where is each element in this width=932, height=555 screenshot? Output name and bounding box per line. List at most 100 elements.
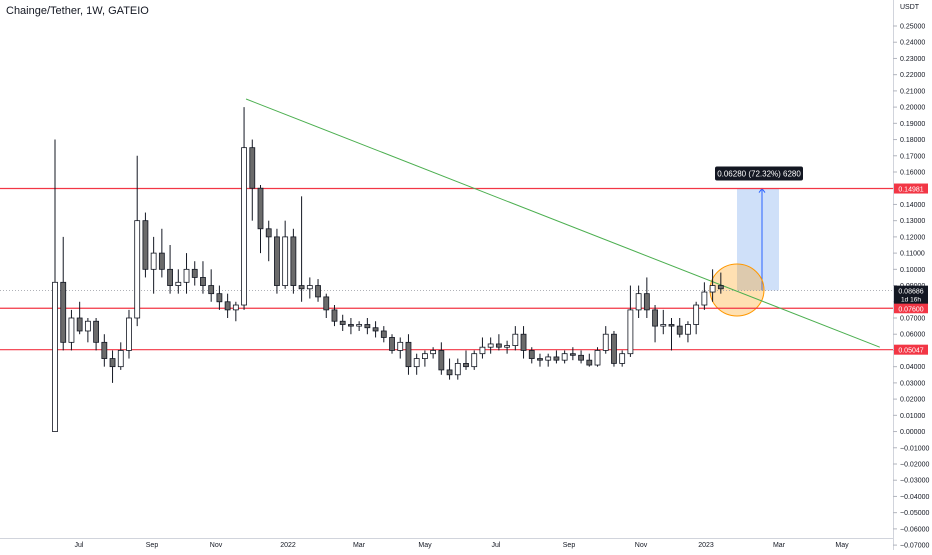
candle-body: [578, 354, 584, 361]
candle-body: [282, 236, 289, 286]
candle-body: [183, 268, 190, 283]
candle-body: [685, 324, 691, 335]
candle: [389, 334, 395, 354]
candle: [635, 285, 642, 318]
candle-body: [290, 236, 297, 286]
y-tick-label: 0.10000: [900, 267, 925, 274]
candle: [676, 317, 683, 338]
candle-body: [200, 277, 206, 286]
candle: [405, 334, 412, 375]
candle: [331, 305, 338, 327]
candle: [479, 337, 486, 359]
candle: [232, 301, 239, 322]
candle-body: [586, 359, 593, 366]
candle-body: [208, 285, 215, 295]
candle-body: [652, 309, 658, 327]
y-tick-label: 0.25000: [900, 24, 925, 31]
candle-body: [643, 293, 650, 311]
level-price-tag-bg: [894, 344, 928, 355]
candle: [52, 139, 58, 432]
x-tick-label: Jul: [492, 542, 501, 549]
x-tick-label: Nov: [210, 542, 223, 549]
candle: [602, 326, 609, 354]
y-tick-label: 0.03000: [900, 380, 925, 387]
candle: [84, 317, 91, 343]
candle: [134, 155, 141, 327]
y-tick-label: 0.21000: [900, 88, 925, 95]
candle-body: [545, 356, 552, 361]
candle-body: [389, 337, 395, 351]
y-tick-label: 0.01000: [900, 413, 925, 420]
candle-body: [454, 363, 461, 376]
y-tick-label: −0.04000: [900, 494, 929, 501]
candle: [430, 347, 437, 359]
candle: [553, 350, 560, 364]
candle-body: [463, 363, 469, 368]
candle-body: [512, 333, 519, 346]
candle: [76, 301, 83, 335]
candle-body: [553, 356, 560, 361]
candle: [685, 321, 691, 343]
x-tick-label: Sep: [146, 542, 159, 549]
candle: [282, 220, 289, 289]
candle-body: [306, 285, 313, 290]
candle: [528, 347, 535, 364]
y-tick-label: −0.03000: [900, 478, 929, 485]
candle: [167, 244, 173, 294]
candle: [298, 196, 305, 302]
measure-label-text: 0.06280 (72.32%) 6280: [717, 170, 801, 179]
candle-body: [495, 343, 502, 348]
candle-body: [93, 320, 99, 343]
y-tick-label: 0.00000: [900, 429, 925, 436]
candle-body: [84, 320, 91, 332]
currency-label: USDT: [900, 4, 920, 11]
candle: [158, 228, 165, 278]
x-tick-label: 2022: [280, 542, 296, 549]
candle: [183, 253, 190, 294]
candle-body: [701, 291, 708, 306]
candle: [463, 350, 469, 370]
candle-body: [150, 252, 157, 270]
candle: [364, 317, 371, 335]
candle-body: [331, 309, 338, 322]
y-tick-label: 0.18000: [900, 137, 925, 144]
candle: [586, 353, 593, 367]
y-tick-label: −0.02000: [900, 461, 929, 468]
candle: [660, 309, 667, 335]
candle: [717, 272, 724, 294]
level-price-tag-bg: [894, 303, 928, 314]
candle: [93, 317, 99, 351]
candle: [224, 293, 231, 318]
measure-label-bg: [715, 166, 803, 181]
x-tick-label: Jul: [75, 542, 84, 549]
candle: [339, 314, 346, 331]
x-tick-label: Nov: [635, 542, 648, 549]
candle: [356, 321, 363, 331]
candle-body: [611, 333, 617, 364]
candle-body: [660, 324, 667, 327]
y-tick-label: 0.14000: [900, 202, 925, 209]
candle: [569, 347, 576, 361]
candle-body: [158, 252, 165, 270]
x-tick-label: May: [418, 542, 432, 549]
candle-body: [717, 285, 724, 290]
candle-body: [265, 228, 272, 238]
candle: [150, 236, 157, 294]
candle: [643, 277, 650, 318]
candle: [594, 347, 601, 367]
candle-body: [134, 220, 141, 319]
candles: [52, 107, 724, 432]
candle-body: [471, 353, 478, 368]
level-price-tag-bg: [894, 183, 928, 194]
y-tick-label: 0.06000: [900, 332, 925, 339]
level-price-tag-text: 0.07600: [898, 306, 923, 313]
candle-body: [224, 301, 231, 311]
candle-body: [561, 353, 568, 361]
candle: [693, 301, 700, 335]
measure-label: 0.06280 (72.32%) 6280: [715, 166, 803, 181]
candle-body: [479, 346, 486, 355]
candle: [627, 285, 634, 357]
level-price-tag-text: 0.14981: [898, 187, 923, 194]
candle: [101, 334, 108, 367]
